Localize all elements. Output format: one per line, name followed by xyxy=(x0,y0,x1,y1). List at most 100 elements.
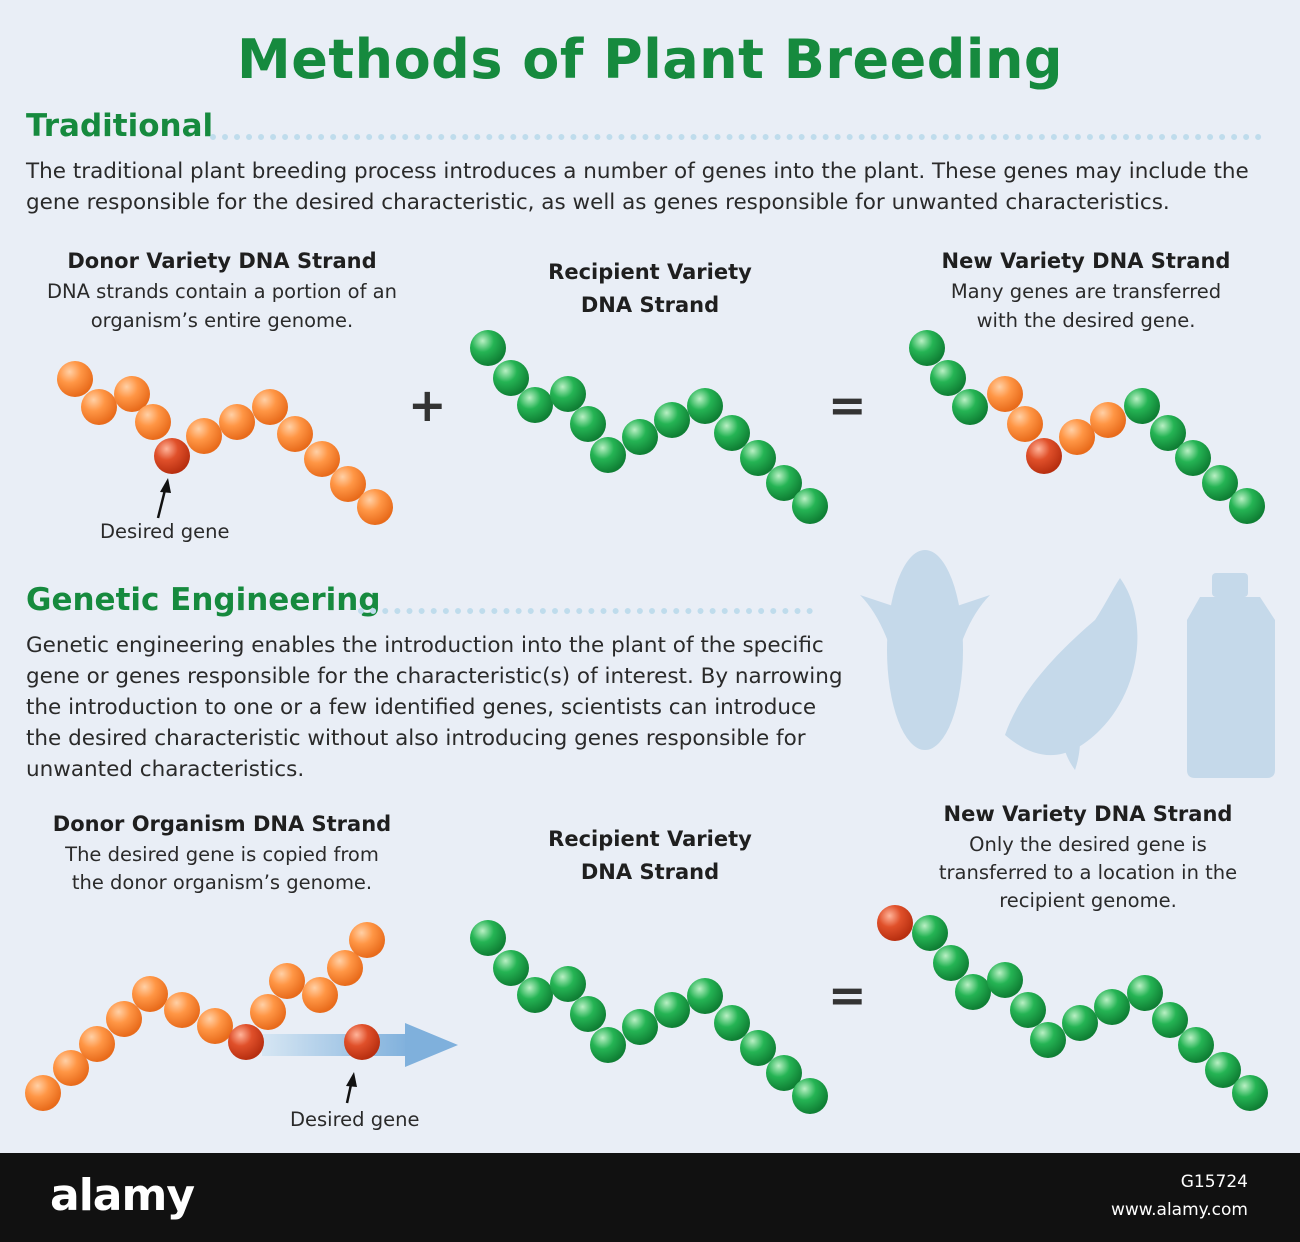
new-variety-bead xyxy=(987,962,1023,998)
recipient-variety-title-line-1: Recipient Variety xyxy=(548,260,752,284)
new-variety-bead xyxy=(1090,402,1126,438)
donor-variety-bead xyxy=(186,418,222,454)
oil-bottle-icon xyxy=(1187,573,1275,778)
donor-variety-bead xyxy=(277,416,313,452)
new-variety-bead xyxy=(1030,1022,1066,1058)
donor-organism-bead xyxy=(349,922,385,958)
new-variety-bead xyxy=(955,974,991,1010)
watermark-logo: alamy xyxy=(50,1170,195,1221)
recipient-variety-bead xyxy=(493,950,529,986)
genetic-description-line: unwanted characteristics. xyxy=(26,757,305,782)
donor-variety-bead xyxy=(154,438,190,474)
genetic-description-line: gene or genes responsible for the charac… xyxy=(26,664,843,689)
new-variety-bead xyxy=(933,945,969,981)
arrow-up-icon xyxy=(345,1072,357,1104)
dotted-divider xyxy=(210,134,1262,140)
recipient-variety-bead xyxy=(570,996,606,1032)
new-variety-bead xyxy=(1094,989,1130,1025)
recipient-variety-bead xyxy=(590,1027,626,1063)
donor-variety-bead xyxy=(57,361,93,397)
recipient-variety-bead xyxy=(714,1005,750,1041)
donor-organism-caption-line-2: the donor organism’s genome. xyxy=(71,871,373,894)
genetic-description-line: the introduction to one or a few identif… xyxy=(26,695,817,720)
recipient-variety-title-line-2: DNA Strand xyxy=(580,293,720,317)
arrow-up-icon xyxy=(156,478,171,519)
donor-organism-bead xyxy=(250,994,286,1030)
new-variety-bead xyxy=(1175,440,1211,476)
new-variety-caption-line-1: Many genes are transferred xyxy=(950,280,1222,303)
new-variety-bead xyxy=(1124,388,1160,424)
donor-variety-bead xyxy=(357,489,393,525)
recipient-variety-bead xyxy=(622,1009,658,1045)
donor-organism-bead xyxy=(344,1024,380,1060)
new-variety-ge-caption-line-3: recipient genome. xyxy=(999,889,1177,912)
recipient-variety-bead xyxy=(687,388,723,424)
recipient-variety-title-line-1: Recipient Variety xyxy=(548,827,752,851)
recipient-variety-bead xyxy=(622,419,658,455)
desired-gene-label-genetic: Desired gene xyxy=(290,1108,420,1131)
donor-organism-bead xyxy=(132,976,168,1012)
soybean-pod-icon xyxy=(1005,578,1138,770)
donor-variety-bead xyxy=(81,389,117,425)
donor-organism-bead xyxy=(302,977,338,1013)
new-variety-bead xyxy=(909,330,945,366)
recipient-variety-bead xyxy=(517,387,553,423)
donor-variety-bead xyxy=(252,389,288,425)
donor-variety-bead xyxy=(135,404,171,440)
donor-variety-title: Donor Variety DNA Strand xyxy=(67,249,377,273)
dna-diagram xyxy=(25,330,1275,1114)
recipient-variety-bead xyxy=(792,488,828,524)
genetic-description-line: the desired characteristic without also … xyxy=(26,726,806,751)
equals-sign-genetic: = xyxy=(828,968,867,1022)
recipient-variety-bead xyxy=(570,406,606,442)
recipient-variety-bead xyxy=(740,1030,776,1066)
dotted-divider xyxy=(358,608,813,614)
recipient-variety-bead xyxy=(550,376,586,412)
donor-variety-bead xyxy=(304,441,340,477)
new-variety-bead xyxy=(1007,406,1043,442)
section-heading-traditional: Traditional xyxy=(26,108,214,144)
donor-organism-bead xyxy=(327,950,363,986)
new-variety-bead xyxy=(1127,975,1163,1011)
recipient-variety-bead xyxy=(740,440,776,476)
new-variety-bead xyxy=(1010,992,1046,1028)
donor-organism-bead xyxy=(106,1001,142,1037)
donor-organism-bead xyxy=(53,1050,89,1086)
recipient-variety-bead xyxy=(687,978,723,1014)
new-variety-bead xyxy=(952,389,988,425)
new-variety-caption-line-2: with the desired gene. xyxy=(976,309,1196,332)
recipient-variety-bead xyxy=(470,330,506,366)
donor-variety-bead xyxy=(114,376,150,412)
new-variety-bead xyxy=(1229,488,1265,524)
donor-variety-bead xyxy=(219,404,255,440)
donor-variety-caption-line-1: DNA strands contain a portion of an xyxy=(47,280,397,303)
new-variety-bead xyxy=(1059,419,1095,455)
new-variety-bead xyxy=(930,360,966,396)
donor-variety-bead xyxy=(330,466,366,502)
new-variety-bead xyxy=(877,905,913,941)
new-variety-bead xyxy=(1062,1005,1098,1041)
donor-organism-bead xyxy=(25,1075,61,1111)
donor-organism-title: Donor Organism DNA Strand xyxy=(52,812,392,836)
site-url: www.alamy.com xyxy=(1110,1200,1248,1220)
recipient-variety-bead xyxy=(714,415,750,451)
recipient-variety-bead xyxy=(493,360,529,396)
new-variety-bead xyxy=(1232,1075,1268,1111)
new-variety-bead xyxy=(987,376,1023,412)
recipient-variety-bead xyxy=(470,920,506,956)
new-variety-bead xyxy=(1026,438,1062,474)
section-heading-genetic-engineering: Genetic Engineering xyxy=(26,582,381,618)
recipient-variety-bead xyxy=(766,465,802,501)
new-variety-bead xyxy=(1152,1002,1188,1038)
recipient-variety-bead xyxy=(550,966,586,1002)
new-variety-bead xyxy=(1178,1027,1214,1063)
new-variety-bead xyxy=(1150,415,1186,451)
plus-sign: + xyxy=(408,378,447,432)
corn-icon xyxy=(860,550,990,750)
donor-organism-bead xyxy=(164,992,200,1028)
equals-sign-traditional: = xyxy=(828,378,867,432)
recipient-variety-bead xyxy=(792,1078,828,1114)
desired-gene-label-traditional: Desired gene xyxy=(100,520,230,543)
new-variety-ge-caption-line-2: transferred to a location in the xyxy=(938,861,1238,884)
donor-organism-bead xyxy=(79,1026,115,1062)
